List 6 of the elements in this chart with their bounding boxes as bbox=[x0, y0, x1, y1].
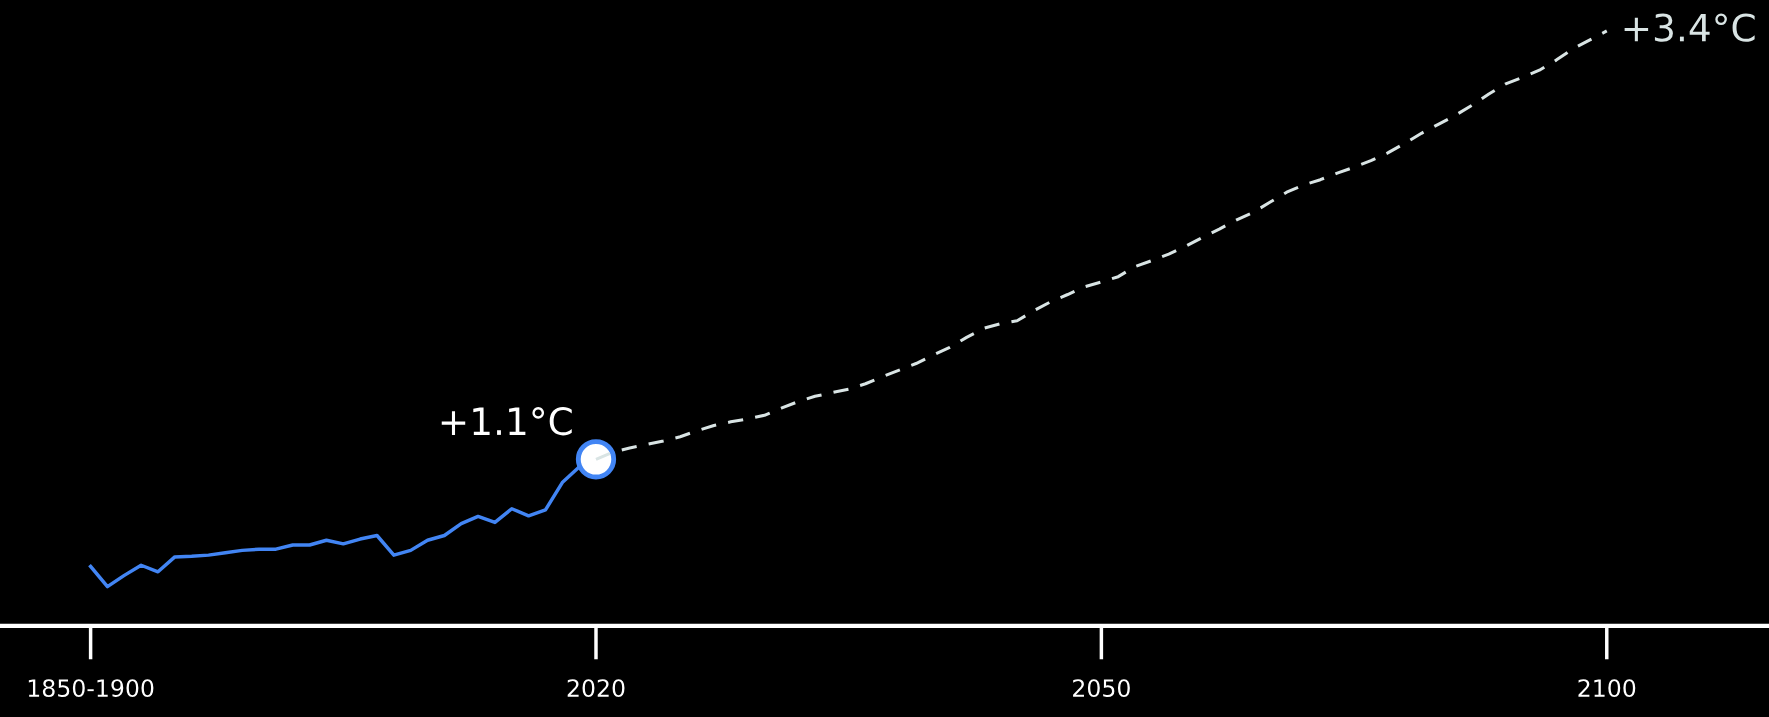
x-tick-label: 2020 bbox=[567, 679, 625, 697]
x-tick-label: 2100 bbox=[1578, 679, 1636, 697]
x-tick-label: 1850-1900 bbox=[28, 679, 154, 697]
text: +3.4°C bbox=[1624, 13, 1755, 42]
annotation: +1.1°C bbox=[441, 407, 572, 436]
x-tick-label: 2050 bbox=[1073, 679, 1130, 697]
